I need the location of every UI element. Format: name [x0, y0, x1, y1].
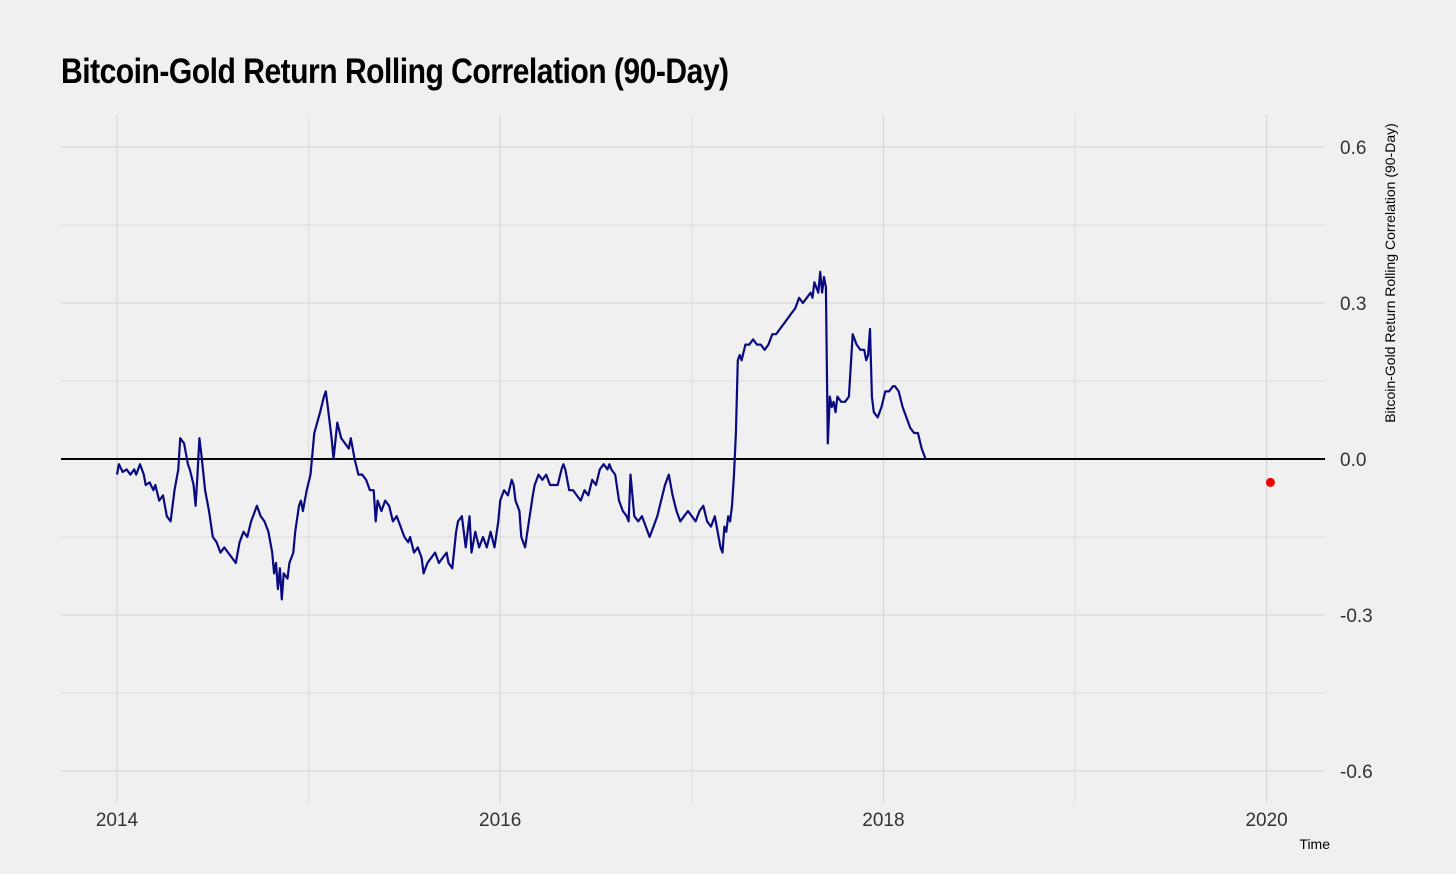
y-axis-title: Bitcoin-Gold Return Rolling Correlation … — [1382, 123, 1398, 423]
x-tick-label: 2020 — [1245, 810, 1287, 831]
latest-value-point — [1265, 477, 1275, 487]
y-tick-label: 0.6 — [1340, 138, 1366, 159]
y-tick-label: 0.3 — [1340, 294, 1366, 315]
y-tick-label: 0.0 — [1340, 450, 1366, 471]
x-tick-label: 2014 — [96, 810, 139, 831]
series-line — [115, 270, 927, 601]
y-tick-label: -0.3 — [1340, 606, 1373, 627]
x-tick-label: 2018 — [862, 810, 904, 831]
y-tick-label: -0.6 — [1340, 762, 1373, 783]
series-layer — [115, 270, 1275, 601]
chart-title: Bitcoin-Gold Return Rolling Correlation … — [61, 52, 729, 91]
x-axis-title: Time — [1299, 836, 1330, 852]
x-tick-label: 2016 — [479, 810, 521, 831]
tick-labels: 0.6 0.3 0.0 -0.3 -0.6 2014 2016 2018 2020 — [96, 138, 1373, 831]
